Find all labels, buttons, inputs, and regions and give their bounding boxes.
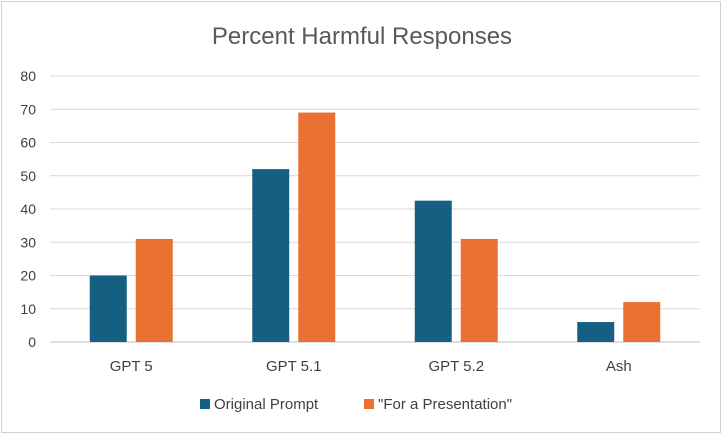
y-tick-label: 50: [20, 168, 36, 184]
x-tick-label: Ash: [606, 358, 632, 375]
legend-label: "For a Presentation": [378, 396, 512, 413]
x-tick-label: GPT 5.2: [428, 358, 484, 375]
y-tick-label: 10: [20, 301, 36, 317]
x-axis-ticks: GPT 5 GPT 5.1 GPT 5.2 Ash: [110, 358, 632, 375]
chart-title: Percent Harmful Responses: [212, 23, 512, 50]
y-tick-label: 80: [20, 68, 36, 84]
y-tick-label: 40: [20, 201, 36, 217]
y-tick-label: 30: [20, 234, 36, 250]
bars: [89, 112, 661, 342]
y-tick-label: 20: [20, 268, 36, 284]
bar-for-a-presentation: [135, 238, 173, 342]
bar-original-prompt: [577, 322, 615, 342]
bar-original-prompt: [252, 169, 290, 342]
bar-for-a-presentation: [623, 302, 661, 342]
y-tick-label: 70: [20, 101, 36, 117]
bar-original-prompt: [414, 200, 452, 342]
y-tick-label: 0: [28, 334, 36, 350]
y-tick-label: 60: [20, 135, 36, 151]
bar-for-a-presentation: [460, 238, 498, 342]
legend-label: Original Prompt: [214, 396, 319, 413]
x-tick-label: GPT 5: [110, 358, 153, 375]
bar-original-prompt: [89, 275, 127, 342]
x-tick-label: GPT 5.1: [266, 358, 322, 375]
legend: Original Prompt "For a Presentation": [200, 396, 512, 413]
bar-for-a-presentation: [298, 112, 336, 342]
y-axis-ticks: 0 10 20 30 40 50 60 70 80: [20, 68, 36, 350]
legend-swatch: [364, 399, 374, 409]
legend-swatch: [200, 399, 210, 409]
